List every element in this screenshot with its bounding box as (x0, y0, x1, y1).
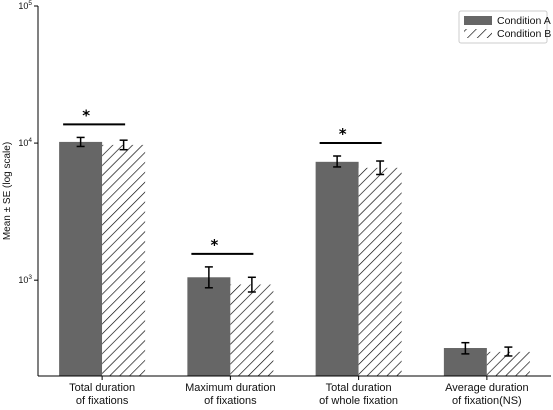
bar-series1-cat2 (358, 167, 402, 376)
legend-swatch-0 (464, 16, 492, 25)
x-tick-label-3-line1: of fixation(NS) (452, 395, 522, 407)
bar-series0-cat2 (315, 161, 359, 376)
x-tick-label-3-line0: Average duration (445, 382, 529, 394)
bar-series0-cat0 (59, 141, 103, 376)
x-tick-label-2-line1: of whole fixation (319, 395, 398, 407)
x-tick-label-1-line1: of fixations (204, 395, 257, 407)
bar-series1-cat1 (230, 284, 274, 376)
legend-label-1: Condition B (497, 28, 551, 40)
x-tick-label-2-line0: Total duration (326, 382, 392, 394)
x-tick-label-0-line0: Total duration (69, 382, 135, 394)
bar-series1-cat0 (102, 144, 146, 376)
significance-star-1: * (210, 236, 218, 254)
significance-star-0: * (82, 106, 90, 124)
bar-series0-cat1 (187, 277, 231, 376)
plot-area: * * * (59, 106, 530, 376)
x-tick-label-1-line0: Maximum duration (185, 382, 275, 394)
x-tick-label-0-line1: of fixations (76, 395, 129, 407)
legend-label-0: Condition A (497, 15, 551, 27)
y-axis-title: Mean ± SE (log scale) (2, 142, 13, 240)
legend-swatch-1 (464, 29, 492, 38)
y-tick-label-2: 105 (18, 0, 32, 11)
y-tick-label-1: 104 (18, 137, 32, 148)
significance-star-2: * (339, 125, 347, 143)
y-tick-label-0: 103 (18, 274, 32, 285)
